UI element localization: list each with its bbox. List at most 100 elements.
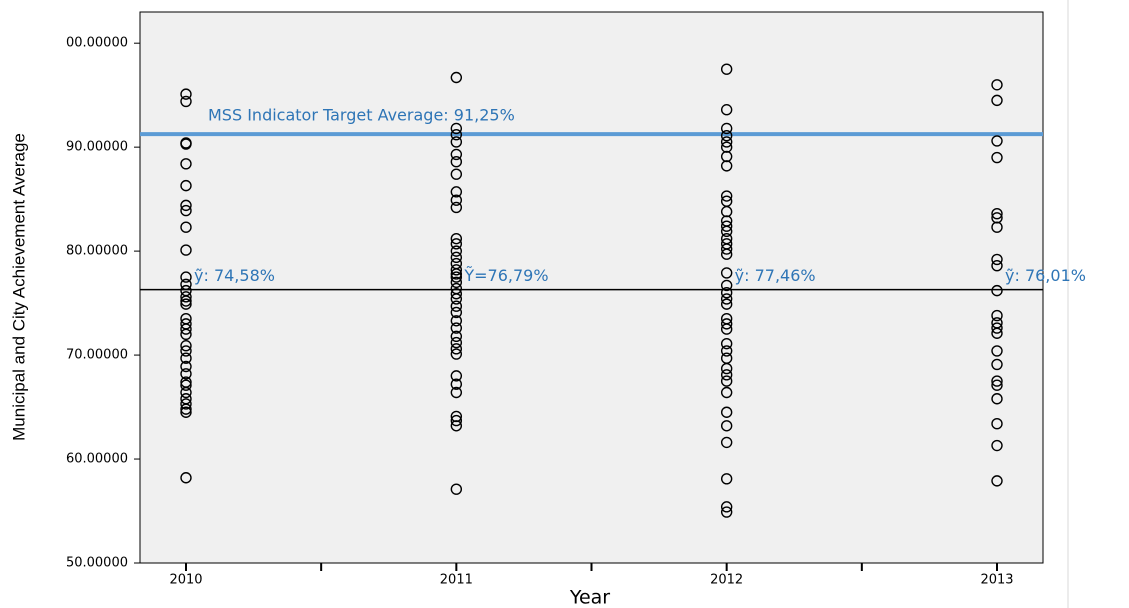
point [450, 251, 463, 264]
point [180, 398, 192, 410]
point [450, 336, 463, 349]
point [450, 268, 463, 280]
point [720, 267, 733, 279]
point [180, 278, 192, 291]
point [991, 207, 1003, 220]
point [991, 79, 1003, 91]
y-tick-label: 90.00000 [66, 140, 128, 155]
point [450, 293, 463, 305]
group-label: Ỹ=76,79% [463, 266, 548, 285]
point [720, 286, 733, 299]
y-tick-label: 50.00000 [66, 556, 128, 571]
point [180, 403, 192, 415]
point [991, 327, 1003, 339]
point [720, 420, 733, 432]
point [180, 386, 192, 399]
point [991, 375, 1003, 387]
point [450, 378, 463, 390]
x-axis-title: Year [569, 587, 610, 608]
point [720, 436, 733, 449]
point [180, 352, 192, 364]
point [991, 475, 1003, 487]
x-tick-label: 2012 [710, 573, 743, 588]
point [720, 122, 733, 135]
point [450, 71, 463, 84]
point [720, 406, 733, 418]
point [450, 136, 463, 148]
point [720, 293, 733, 305]
point [720, 337, 733, 350]
point [720, 63, 733, 75]
point [180, 138, 192, 150]
point [450, 232, 463, 245]
point [180, 298, 192, 310]
point [180, 199, 192, 212]
point [450, 414, 463, 427]
group-label: ỹ: 77,46% [735, 266, 816, 285]
x-tick-label: 2010 [169, 573, 202, 588]
point [450, 128, 463, 141]
point [450, 288, 463, 300]
y-tick-label: 70.00000 [66, 348, 128, 363]
point [450, 271, 463, 283]
point [450, 420, 463, 432]
point [720, 243, 733, 255]
point [991, 417, 1003, 430]
point [180, 379, 192, 391]
point [450, 343, 463, 355]
point [180, 95, 192, 108]
point [180, 221, 192, 233]
point [991, 94, 1003, 107]
x-tick-label: 2011 [440, 573, 473, 588]
point [450, 194, 463, 206]
point [180, 244, 192, 256]
point [720, 375, 733, 387]
point [450, 186, 463, 198]
y-tick-label: 60.00000 [66, 452, 128, 467]
point [450, 483, 463, 495]
point [720, 386, 733, 399]
point [450, 238, 463, 250]
point [720, 473, 733, 485]
point [720, 369, 733, 381]
point [180, 291, 192, 303]
point [180, 368, 192, 380]
point [450, 201, 463, 214]
x-tick-label: 2013 [980, 573, 1013, 588]
group-label: ỹ: 76,01% [1005, 266, 1086, 285]
point [720, 501, 733, 513]
y-tick-label: 80.00000 [66, 244, 128, 259]
point [991, 221, 1003, 233]
point [180, 179, 192, 192]
point [991, 393, 1003, 405]
point [450, 348, 463, 360]
point [450, 276, 463, 289]
point [720, 190, 733, 202]
point [720, 279, 733, 292]
point [720, 506, 733, 518]
point [450, 322, 463, 334]
point [180, 271, 192, 283]
point [450, 300, 463, 312]
point [450, 156, 463, 168]
y-axis-title: Municipal and City Achievement Average [9, 133, 28, 441]
point [450, 306, 463, 319]
point [720, 104, 733, 116]
point [720, 248, 733, 260]
point [991, 322, 1003, 334]
point [991, 135, 1003, 147]
point [991, 439, 1003, 452]
point [720, 318, 733, 330]
point [180, 328, 192, 340]
point [180, 204, 192, 217]
point [720, 362, 733, 375]
point [720, 160, 733, 172]
point [180, 295, 192, 307]
point [180, 158, 192, 170]
point [991, 379, 1003, 391]
point [720, 298, 733, 310]
point [180, 406, 192, 418]
point [180, 360, 192, 373]
point [720, 130, 733, 142]
